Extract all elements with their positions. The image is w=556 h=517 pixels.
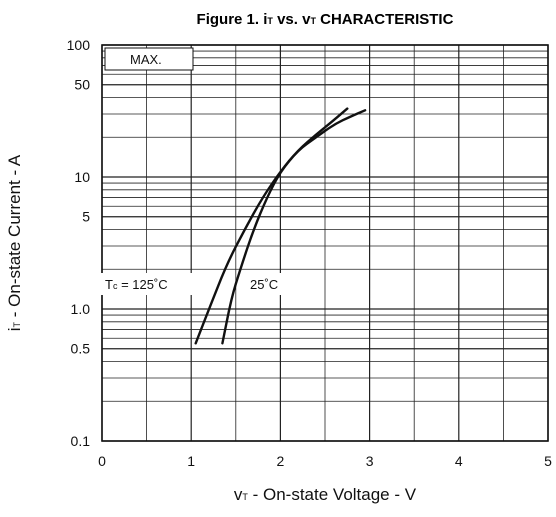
- series-label-125-sub: c: [113, 281, 118, 291]
- series-label-25-main: 25˚C: [250, 277, 278, 292]
- x-tick-labels: 0 1 2 3 4 5: [98, 453, 552, 469]
- x-axis-label-main: v: [234, 485, 243, 504]
- max-label: MAX.: [130, 52, 162, 67]
- y-tick-labels: 0.1 0.5 1.0 5 10 50 100: [67, 37, 91, 449]
- y-axis-label-rest: - On-state Current - A: [5, 154, 24, 322]
- y-tick-label: 5: [82, 209, 90, 225]
- title-v-sub: T: [310, 16, 316, 26]
- x-tick-label: 1: [187, 453, 195, 469]
- title-suffix: CHARACTERISTIC: [316, 11, 454, 28]
- x-axis-label-rest: - On-state Voltage - V: [248, 485, 417, 504]
- max-box: [104, 47, 194, 71]
- y-axis-label-main: i: [5, 327, 24, 331]
- y-tick-label: 0.1: [71, 433, 91, 449]
- title-prefix: Figure 1.: [197, 11, 264, 28]
- y-tick-label: 50: [74, 77, 90, 93]
- title-i: i: [263, 11, 267, 28]
- y-axis-label-sub: T: [12, 321, 22, 327]
- y-tick-label: 100: [67, 37, 91, 53]
- y-tick-label: 10: [74, 169, 90, 185]
- chart-title: Figure 1. iT vs. vT CHARACTERISTIC: [197, 11, 454, 28]
- grid: [101, 44, 549, 442]
- x-axis-label: vT - On-state Voltage - V: [234, 485, 417, 504]
- title-i-sub: T: [267, 16, 273, 26]
- x-tick-label: 3: [366, 453, 374, 469]
- series-label-125: Tc = 125˚C: [105, 277, 168, 292]
- series-label-25: 25˚C: [250, 277, 278, 292]
- title-vs: vs.: [273, 11, 302, 28]
- x-tick-label: 2: [277, 453, 285, 469]
- title-v: v: [302, 11, 311, 28]
- y-tick-label: 1.0: [71, 301, 91, 317]
- label-bg-25: [246, 273, 292, 295]
- series-layer: [194, 107, 367, 345]
- series-label-125-main: T: [105, 277, 113, 292]
- series-line-0: [194, 107, 349, 345]
- plot-frame: [101, 44, 549, 442]
- y-tick-label: 0.5: [71, 341, 91, 357]
- x-tick-label: 5: [544, 453, 552, 469]
- y-axis-label: iT - On-state Current - A: [5, 154, 24, 331]
- series-line-1: [221, 109, 367, 345]
- x-tick-label: 0: [98, 453, 106, 469]
- label-bg-125: [100, 273, 204, 295]
- x-axis-label-sub: T: [242, 492, 248, 502]
- x-tick-label: 4: [455, 453, 463, 469]
- series-label-125-rest: = 125˚C: [117, 277, 167, 292]
